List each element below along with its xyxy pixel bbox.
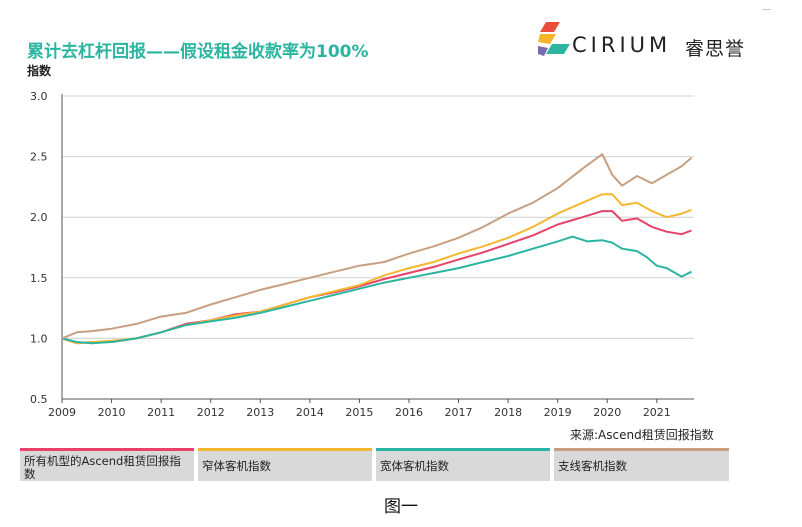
x-tick-label: 2014 — [296, 406, 324, 419]
x-tick-label: 2018 — [494, 406, 522, 419]
series-lines — [61, 153, 693, 345]
legend-label: 窄体客机指数 — [202, 459, 271, 473]
x-tick-labels: 2009 2010 2011 2012 2013 2014 2015 2016 2017 2018… — [48, 406, 671, 419]
x-tick-label: 2009 — [48, 406, 76, 419]
series-line-3 — [61, 235, 692, 345]
y-tick-label: 1.0 — [30, 332, 48, 345]
page-corner-mark — [762, 9, 771, 10]
x-tick-label: 2011 — [147, 406, 175, 419]
y-tick-label: 1.5 — [30, 272, 48, 285]
chart-title: 累计去杠杆回报——假设租金收款率为100% — [27, 42, 369, 62]
y-tick-labels: 0.5 1.0 1.5 2.0 2.5 3.0 — [30, 90, 48, 406]
x-tick-label: 2016 — [395, 406, 423, 419]
x-tick-label: 2017 — [445, 406, 473, 419]
axes — [61, 94, 694, 403]
series-line-1 — [61, 210, 692, 345]
legend-label: 宽体客机指数 — [380, 459, 449, 473]
series-line-2 — [61, 193, 692, 345]
series-line-4 — [61, 153, 693, 340]
legend-item-all-aircraft: 所有机型的Ascend租赁回报指数 — [20, 448, 194, 481]
cirium-logo: CIRIUM 睿思誉 — [538, 22, 758, 66]
y-axis-title: 指数 — [27, 64, 52, 78]
x-tick-label: 2015 — [345, 406, 373, 419]
x-tick-label: 2020 — [593, 406, 621, 419]
x-tick-label: 2012 — [197, 406, 225, 419]
cirium-wordmark: CIRIUM — [572, 33, 672, 57]
y-tick-label: 0.5 — [30, 393, 48, 406]
y-tick-label: 2.0 — [30, 211, 48, 224]
x-tick-label: 2013 — [246, 406, 274, 419]
x-tick-label: 2019 — [544, 406, 572, 419]
cirium-logo-mark-icon — [538, 22, 570, 56]
source-note: 来源:Ascend租赁回报指数 — [570, 428, 714, 442]
legend-item-narrowbody: 窄体客机指数 — [198, 448, 372, 481]
legend-label: 支线客机指数 — [558, 459, 627, 473]
y-tick-label: 2.5 — [30, 151, 48, 164]
x-tick-label: 2010 — [98, 406, 126, 419]
legend-item-widebody: 宽体客机指数 — [376, 448, 550, 481]
x-tick-label: 2021 — [643, 406, 671, 419]
cirium-chinese-name: 睿思誉 — [685, 38, 746, 60]
legend-label: 所有机型的Ascend租赁回报指数 — [24, 454, 181, 481]
legend-item-regional: 支线客机指数 — [554, 448, 729, 481]
y-tick-label: 3.0 — [30, 90, 48, 103]
grid-lines — [62, 95, 694, 339]
figure-caption: 图一 — [384, 497, 418, 517]
